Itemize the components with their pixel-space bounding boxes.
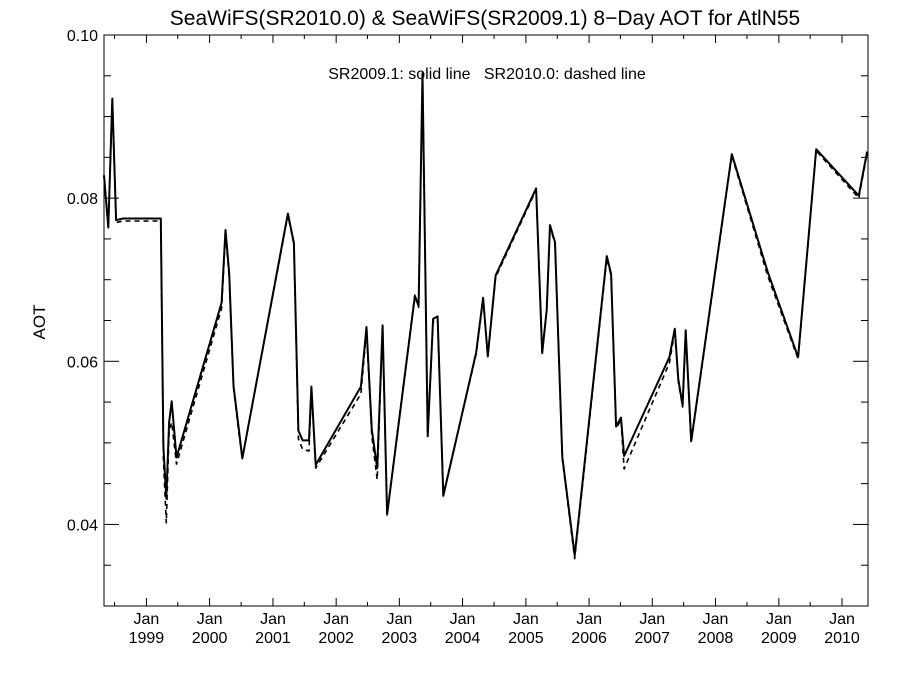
x-tick-month-label: Jan	[703, 611, 729, 628]
line-style-legend-note: SR2009.1: solid line SR2010.0: dashed li…	[328, 66, 646, 83]
plot-frame	[103, 34, 869, 607]
series-line-sr2009-1	[103, 72, 869, 557]
x-tick-year-label: 2004	[445, 630, 481, 647]
chart-title: SeaWiFS(SR2010.0) & SeaWiFS(SR2009.1) 8−…	[170, 7, 800, 30]
x-tick-month-label: Jan	[260, 611, 286, 628]
x-tick-year-label: 2009	[761, 630, 797, 647]
x-tick-month-label: Jan	[576, 611, 602, 628]
x-tick-month-label: Jan	[766, 611, 792, 628]
x-tick-month-label: Jan	[513, 611, 539, 628]
y-tick-label: 0.10	[67, 28, 98, 45]
data-series	[103, 72, 869, 560]
y-tick-label: 0.08	[67, 191, 98, 208]
x-tick-year-label: 2001	[255, 630, 291, 647]
x-tick-year-label: 2010	[824, 630, 860, 647]
x-tick-month-label: Jan	[829, 611, 855, 628]
x-tick-month-label: Jan	[386, 611, 412, 628]
x-tick-year-label: 2003	[382, 630, 418, 647]
x-tick-year-label: 1999	[129, 630, 165, 647]
x-tick-year-label: 2005	[508, 630, 544, 647]
x-tick-month-label: Jan	[323, 611, 349, 628]
x-tick-month-label: Jan	[639, 611, 665, 628]
x-tick-month-label: Jan	[134, 611, 160, 628]
x-tick-month-label: Jan	[450, 611, 476, 628]
x-tick-year-label: 2002	[318, 630, 354, 647]
x-tick-year-label: 2007	[634, 630, 670, 647]
y-axis-label: AOT	[30, 305, 49, 340]
x-tick-month-label: Jan	[197, 611, 223, 628]
x-tick-year-label: 2006	[571, 630, 607, 647]
x-tick-year-label: 2008	[698, 630, 734, 647]
y-tick-label: 0.06	[67, 354, 98, 371]
y-tick-label: 0.04	[67, 517, 98, 534]
x-tick-year-label: 2000	[192, 630, 228, 647]
axis-ticks: 0.04 0.06 0.08 0.10 Jan 1999 Jan 2000 Jan 2001 Jan…	[67, 28, 868, 647]
